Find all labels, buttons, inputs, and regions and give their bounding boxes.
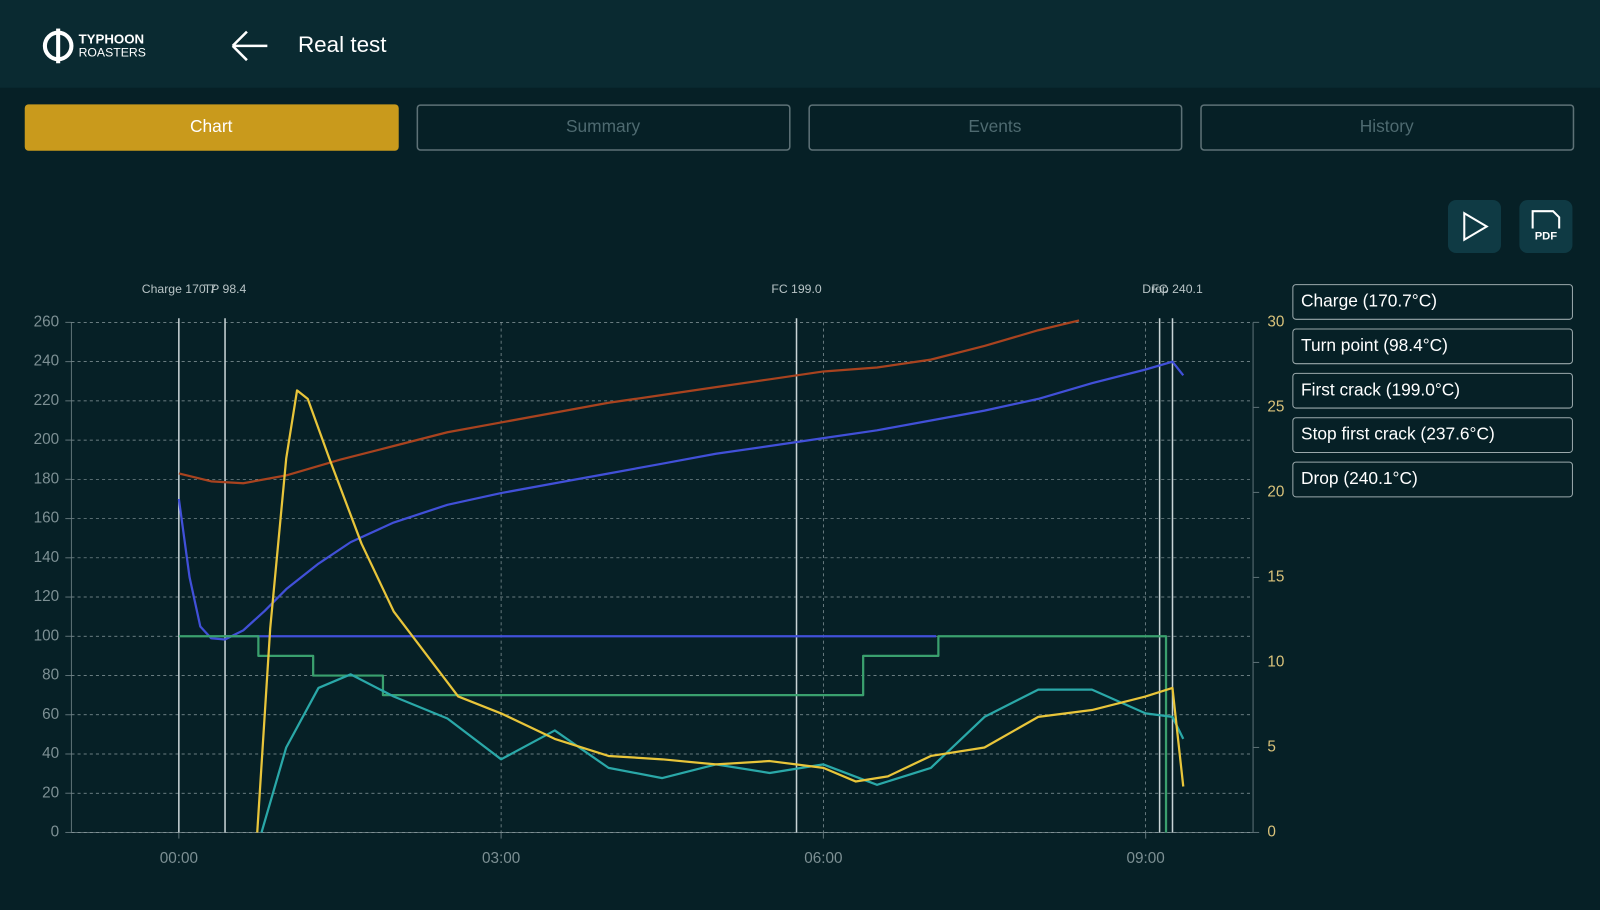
play-button-bg[interactable] [1447,199,1502,254]
y-tick-label: 220 [34,392,60,409]
logo-text: TYPHOON [79,31,145,46]
event-item[interactable] [1292,372,1573,409]
y-tick-label: 240 [34,353,60,370]
tab[interactable] [24,104,399,151]
events-list: Charge (170.7°C) Turn point (98.4°C) First… [1292,284,1573,498]
tab[interactable] [416,104,791,151]
event-marker-label: FC 199.0 [771,282,822,296]
y-tick-label: 120 [34,588,60,605]
y2-tick-label: 10 [1267,653,1284,670]
play-button[interactable] [1447,199,1502,254]
event-marker-label: FC [1151,282,1167,296]
pdf-button[interactable]: PDF [1519,199,1573,254]
tab-label[interactable]: Events [968,116,1021,136]
event-marker-label: Charge 170.7 [142,282,216,296]
y2-tick-label: 30 [1267,313,1284,330]
y-tick-label: 60 [42,706,59,723]
y2-tick-label: 15 [1267,568,1284,585]
y2-tick-label: 5 [1267,738,1276,755]
event-item[interactable] [1292,328,1573,365]
pdf-icon [1531,210,1561,229]
y-tick-label: 160 [34,510,60,527]
pdf-label: PDF [1535,231,1558,243]
tab-label[interactable]: Summary [566,116,640,136]
tab-label[interactable]: Chart [190,116,233,136]
y-tick-label: 140 [34,549,60,566]
tab-label[interactable]: History [1360,116,1414,136]
event-item[interactable] [1292,461,1573,498]
event-item-label[interactable]: First crack (199.0°C) [1301,379,1460,399]
y-tick-label: 80 [42,667,59,684]
y-tick-label: 180 [34,470,60,487]
x-tick-label: 06:00 [804,850,842,867]
y-tick-label: 200 [34,431,60,448]
y-tick-label: 40 [42,745,59,762]
y-tick-label: 260 [34,313,60,330]
y2-tick-label: 0 [1267,824,1276,841]
event-item[interactable] [1292,417,1573,453]
series-line [178,635,1168,833]
x-tick-label: 09:00 [1126,850,1164,867]
tab[interactable] [1200,104,1575,151]
event-item-label[interactable]: Turn point (98.4°C) [1301,335,1448,355]
series-line [256,389,1185,833]
y-tick-label: 100 [34,627,60,644]
y-tick-label: 20 [42,784,59,801]
event-item-label[interactable]: Stop first crack (237.6°C) [1301,424,1495,444]
pdf-button-bg[interactable] [1519,199,1573,254]
event-item-label[interactable]: Charge (170.7°C) [1301,291,1437,311]
y2-tick-label: 20 [1267,483,1284,500]
chart: 0 20 40 60 80 100 120 140 160 180 200 220 240 260 0 5 10… [34,282,1285,867]
play-icon [1463,211,1489,242]
event-item[interactable] [1292,284,1573,320]
series-line [178,319,1080,485]
header-bar [0,0,1600,88]
event-marker-label: Drop 240.1 [1142,282,1203,296]
tabs: Chart Summary Events History [24,104,1575,151]
tab[interactable] [808,104,1183,151]
y2-tick-label: 25 [1267,398,1284,415]
back-button[interactable] [231,30,268,62]
logo-icon-bar [56,28,61,64]
y-tick-label: 0 [51,824,60,841]
logo: TYPHOON ROASTERS [42,28,146,64]
event-marker-label: TP 98.4 [204,282,247,296]
x-tick-label: 00:00 [160,850,198,867]
logo-text: ROASTERS [79,45,146,59]
page-title: Real test [298,32,387,57]
x-tick-label: 03:00 [482,850,520,867]
event-item-label[interactable]: Drop (240.1°C) [1301,468,1418,488]
